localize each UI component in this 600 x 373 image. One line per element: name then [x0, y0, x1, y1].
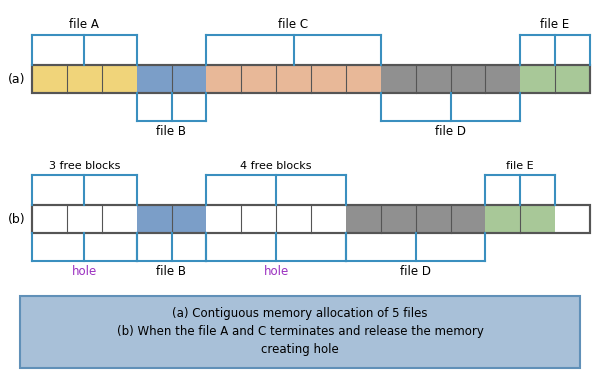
Text: file B: file B: [157, 265, 187, 278]
Bar: [32, 65, 590, 93]
Bar: [32, 205, 137, 233]
Text: file E: file E: [541, 18, 570, 31]
Bar: [485, 205, 555, 233]
Text: file E: file E: [506, 161, 534, 171]
Text: (b) When the file A and C terminates and release the memory: (b) When the file A and C terminates and…: [116, 326, 484, 339]
Bar: [32, 65, 137, 93]
Text: file C: file C: [278, 18, 308, 31]
Bar: [381, 65, 520, 93]
Bar: [32, 65, 590, 93]
FancyBboxPatch shape: [20, 296, 580, 368]
Bar: [346, 205, 485, 233]
Bar: [206, 65, 381, 93]
Text: hole: hole: [263, 265, 289, 278]
Text: file B: file B: [157, 125, 187, 138]
Text: (a): (a): [8, 72, 25, 85]
Text: file D: file D: [400, 265, 431, 278]
Text: (a) Contiguous memory allocation of 5 files: (a) Contiguous memory allocation of 5 fi…: [172, 307, 428, 320]
Bar: [520, 65, 590, 93]
Bar: [206, 205, 346, 233]
Text: hole: hole: [71, 265, 97, 278]
Text: file A: file A: [70, 18, 99, 31]
Text: (b): (b): [8, 213, 26, 226]
Bar: [137, 205, 206, 233]
Bar: [137, 65, 206, 93]
Bar: [32, 205, 590, 233]
Text: 3 free blocks: 3 free blocks: [49, 161, 120, 171]
Text: file D: file D: [435, 125, 466, 138]
Text: creating hole: creating hole: [261, 344, 339, 357]
Bar: [32, 205, 590, 233]
Text: 4 free blocks: 4 free blocks: [241, 161, 312, 171]
